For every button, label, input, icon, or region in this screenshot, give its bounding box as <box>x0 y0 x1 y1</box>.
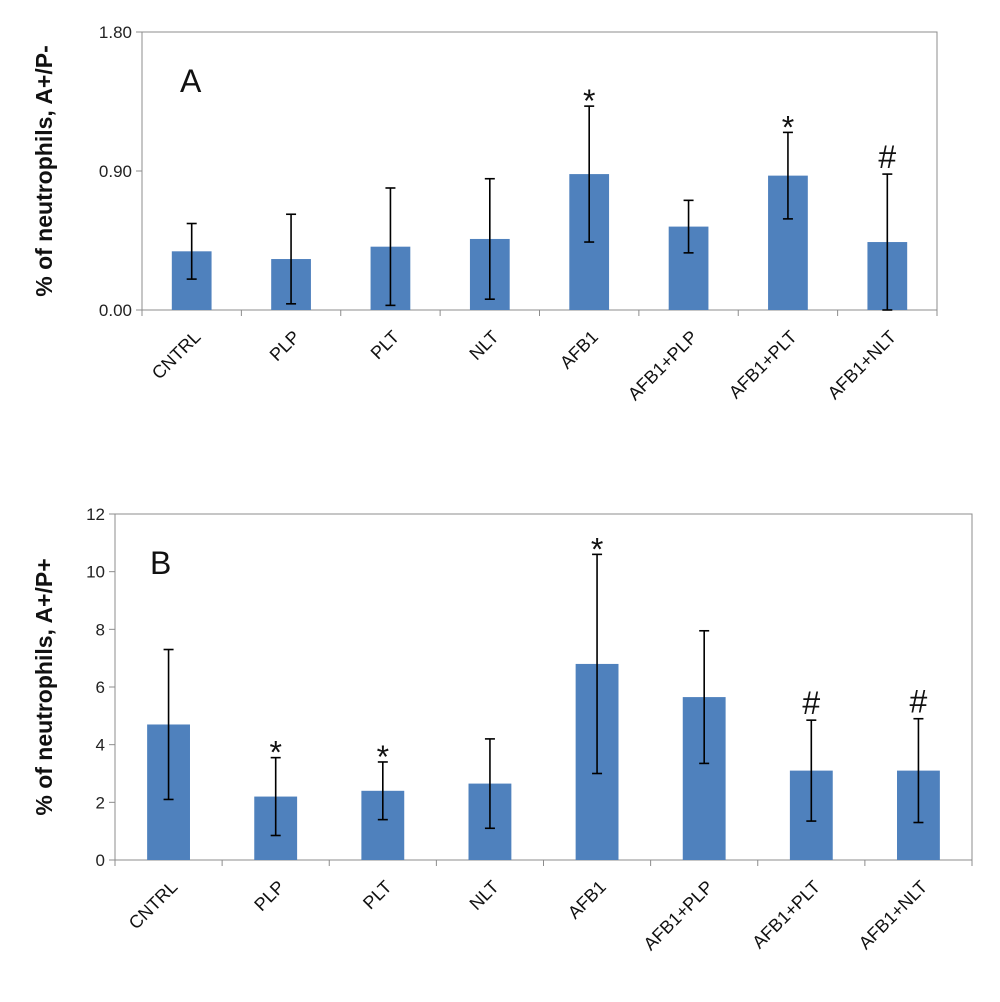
significance-marker: * <box>591 531 603 567</box>
y-tick-label: 1.80 <box>99 23 132 42</box>
category-label: AFB1+PLT <box>725 327 801 403</box>
category-label: AFB1+NLT <box>824 327 901 404</box>
significance-marker: # <box>802 685 820 721</box>
significance-marker: * <box>782 109 794 145</box>
y-tick-label: 0 <box>96 851 105 870</box>
significance-marker: # <box>910 684 928 720</box>
category-label: AFB1+PLP <box>640 877 717 954</box>
category-label: PLT <box>367 327 404 364</box>
y-tick-label: 0.00 <box>99 301 132 320</box>
category-label: AFB1+PLP <box>624 327 701 404</box>
y-tick-label: 0.90 <box>99 162 132 181</box>
significance-marker: * <box>269 735 281 771</box>
y-tick-label: 8 <box>96 620 105 639</box>
chart-panel-b: 0 2 4 6 8 10 12 CNTRL * PLP * PLT NLT * AFB1 AFB1+PLP # A… <box>0 490 1000 1002</box>
category-label: PLT <box>359 877 396 914</box>
category-label: AFB1 <box>556 327 602 373</box>
category-label: CNTRL <box>148 327 205 384</box>
panel-letter: B <box>150 545 171 581</box>
chart-b-svg: 0 2 4 6 8 10 12 CNTRL * PLP * PLT NLT * AFB1 AFB1+PLP # A… <box>31 505 973 954</box>
chart-panel-a: 0.00 0.90 1.80 CNTRL PLP PLT NLT * AFB1 AFB1+PLP *… <box>0 0 1000 470</box>
y-tick-label: 6 <box>96 678 105 697</box>
significance-marker: * <box>377 739 389 775</box>
y-axis-label: % of neutrophils, A+/P- <box>31 45 57 297</box>
category-label: PLP <box>250 877 288 915</box>
y-tick-label: 10 <box>86 563 105 582</box>
significance-marker: * <box>583 83 595 119</box>
significance-marker: # <box>878 139 896 175</box>
category-label: NLT <box>466 877 503 914</box>
category-label: CNTRL <box>125 877 182 934</box>
panel-letter: A <box>180 63 202 99</box>
y-tick-label: 2 <box>96 793 105 812</box>
y-tick-label: 12 <box>86 505 105 524</box>
category-label: AFB1+NLT <box>855 877 932 954</box>
category-label: AFB1 <box>564 877 610 923</box>
category-label: AFB1+PLT <box>748 877 824 953</box>
y-axis-label: % of neutrophils, A+/P+ <box>31 558 57 815</box>
chart-a-svg: 0.00 0.90 1.80 CNTRL PLP PLT NLT * AFB1 AFB1+PLP *… <box>31 23 938 404</box>
y-tick-label: 4 <box>96 736 105 755</box>
plot-area <box>141 31 938 311</box>
category-label: NLT <box>465 327 502 364</box>
category-label: PLP <box>266 327 304 365</box>
plot-area <box>114 513 973 861</box>
